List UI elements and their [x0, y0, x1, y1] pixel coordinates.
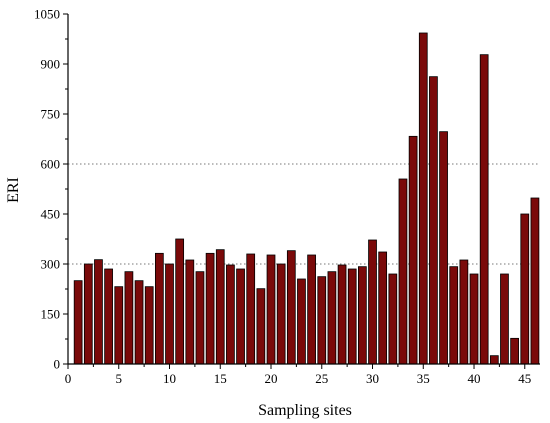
bar-site-39 [459, 259, 469, 365]
bar-site-14 [205, 252, 215, 365]
x-tick-label: 10 [163, 371, 176, 386]
y-tick-label: 900 [41, 57, 61, 72]
x-tick-label: 45 [518, 371, 531, 386]
bar-site-42 [489, 355, 499, 365]
bar-site-25 [317, 276, 327, 365]
x-tick-label: 20 [265, 371, 278, 386]
bar-site-36 [429, 76, 438, 365]
bar-site-10 [165, 263, 174, 365]
x-tick-label: 0 [65, 371, 72, 386]
bar-site-45 [520, 213, 530, 365]
y-tick-label: 600 [41, 157, 61, 172]
y-tick-label: 300 [41, 257, 61, 272]
bar-site-35 [418, 32, 428, 365]
bar-site-27 [337, 264, 347, 365]
bar-site-41 [479, 54, 489, 365]
bar-site-20 [266, 254, 276, 365]
bar-site-28 [347, 268, 357, 365]
bar-site-46 [530, 197, 540, 365]
x-tick-label: 15 [214, 371, 227, 386]
bar-site-29 [358, 266, 367, 365]
bar-site-5 [114, 286, 124, 365]
bar-site-26 [327, 271, 337, 365]
bar-site-7 [134, 280, 144, 365]
bar-site-17 [236, 268, 245, 365]
bar-site-23 [297, 278, 306, 365]
y-axis-title: ERI [5, 177, 22, 203]
bar-site-16 [226, 264, 235, 365]
bar-site-8 [144, 286, 154, 365]
y-tick-label: 750 [41, 107, 61, 122]
bars-layer [73, 32, 540, 365]
bar-site-43 [500, 273, 509, 365]
bar-site-15 [215, 249, 225, 365]
bar-site-13 [195, 271, 205, 365]
x-tick-label: 5 [116, 371, 123, 386]
grid-layer [68, 163, 540, 265]
bar-site-12 [185, 259, 195, 365]
y-tick-label: 150 [41, 307, 61, 322]
bar-site-19 [256, 288, 266, 365]
bar-site-4 [104, 268, 113, 365]
y-tick-label: 0 [54, 357, 61, 372]
bar-site-1 [73, 280, 83, 365]
x-axis-title: Sampling sites [258, 402, 352, 419]
bar-site-3 [94, 259, 103, 365]
bar-site-32 [388, 273, 398, 365]
x-tick-label: 40 [468, 371, 481, 386]
bar-site-24 [307, 254, 316, 365]
bar-site-11 [175, 238, 185, 365]
bar-site-21 [276, 263, 286, 365]
bar-site-6 [124, 271, 134, 365]
bar-site-34 [408, 135, 418, 365]
x-tick-label: 35 [417, 371, 430, 386]
bar-site-9 [154, 252, 164, 365]
bar-site-18 [246, 253, 256, 365]
y-tick-label: 1050 [34, 7, 60, 22]
bar-site-33 [398, 178, 408, 365]
bar-site-44 [510, 337, 519, 365]
bar-site-40 [469, 273, 479, 365]
bar-site-38 [449, 266, 459, 365]
x-tick-label: 25 [315, 371, 328, 386]
bar-site-31 [378, 251, 388, 365]
bar-site-30 [368, 239, 377, 365]
y-tick-label: 450 [41, 207, 61, 222]
bar-site-22 [286, 250, 296, 365]
ticks-layer: 0 150 300 450 600 750 900 1050 0 5 10 15 20 25 30 35 40 4… [34, 7, 531, 387]
bar-site-2 [83, 263, 93, 365]
x-tick-label: 30 [366, 371, 379, 386]
bar-site-37 [439, 131, 448, 365]
